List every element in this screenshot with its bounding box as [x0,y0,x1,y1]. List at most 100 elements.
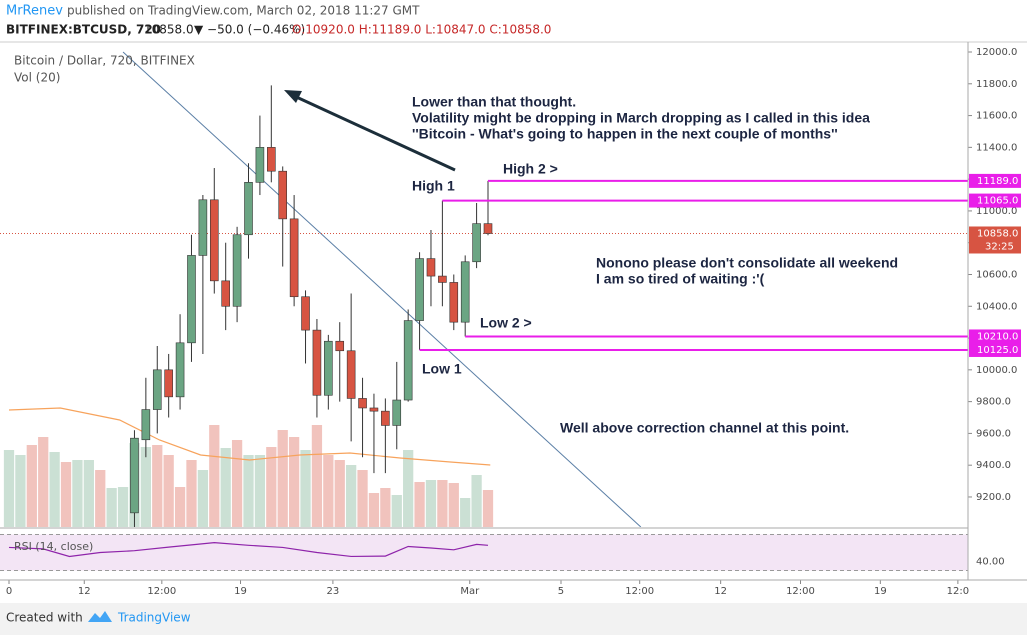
created-with: Created with [6,611,83,625]
candle-body [152,369,162,410]
volume-bar [403,450,414,527]
candle-body [175,342,185,398]
legend: Bitcoin / Dollar, 720, BITFINEX [14,54,195,68]
annotation: ''Bitcoin - What's going to happen in th… [412,126,838,142]
volume-bar [414,482,425,527]
annotation: Low 2 > [480,315,532,331]
last-label: 10858.0 [977,228,1018,239]
volume-bar [95,470,106,527]
y-tick-label: 9800.0 [976,397,1011,408]
annotation: High 1 [412,178,455,194]
volume-bar [231,440,243,527]
volume-bar [482,490,494,527]
level-label: 10125.0 [977,345,1018,356]
y-tick-label: 11400.0 [976,142,1017,153]
volume-bar [140,447,151,527]
candle-body [392,399,402,426]
candle-body [267,147,276,172]
x-tick-label: 19 [234,586,247,597]
volume-bar [368,493,380,527]
volume-bar [288,437,300,527]
volume-bar [254,455,266,527]
x-tick-label: 12:0 [947,586,969,597]
volume-bar [60,462,72,527]
last-timer: 32:25 [985,241,1014,252]
level-box [969,329,1021,344]
volume-bar [163,455,174,527]
footer [0,603,1027,635]
rsi-legend: RSI (14, close) [14,540,93,553]
candle-body [460,261,470,323]
volume-bar [38,437,49,527]
level-box [969,342,1021,357]
volume-bar [300,450,311,527]
candle-body [426,258,436,277]
volume-bar [277,430,288,527]
volume-bar [323,455,334,527]
brand[interactable]: TradingView [117,611,191,625]
candle-body [232,234,242,307]
candle-body [335,340,345,352]
arrow-head [284,90,302,103]
y-tick-label: 10600.0 [976,269,1017,280]
level-label: 11189.0 [977,176,1018,187]
x-tick-label: 0 [6,586,12,597]
candle-body [289,218,299,298]
y-tick-label: 9600.0 [976,428,1011,439]
annotation: Well above correction channel at this po… [560,420,849,436]
candle-body [449,282,459,323]
level-label: 11065.0 [977,196,1018,207]
candle-body [381,410,390,426]
x-tick-label: 23 [327,586,340,597]
y-tick-label: 10000.0 [976,365,1017,376]
logo [88,611,112,622]
symbol: BITFINEX:BTCUSD, 720 [6,23,161,37]
candle-body [483,223,493,234]
candle-body [358,398,367,409]
volume-bar [186,460,197,527]
candle-body [278,170,288,220]
x-tick-label: 12:00 [786,586,815,597]
last-box [969,226,1021,254]
ohlc: O:10920.0 H:11189.0 L:10847.0 C:10858.0 [292,23,551,37]
x-tick-label: 12:00 [147,586,176,597]
trendline [122,51,642,527]
x-tick-label: 12 [714,586,727,597]
candle-body [255,147,265,183]
volume-bar [26,445,37,527]
plot: 40.009200.09400.09600.09800.010000.01020… [0,47,1021,597]
candle-body [301,296,310,331]
y-tick-label: 11600.0 [976,111,1017,122]
rsi-band [0,534,968,571]
annotation: Nonono please don't consolidate all week… [596,255,898,271]
y-tick-label: 11000.0 [976,206,1017,217]
volume-bar [357,470,368,527]
price: 10858.0 [144,23,194,37]
rsi-tick-label: 40.00 [976,557,1005,568]
volume-bar [266,447,277,527]
y-tick-label: 9400.0 [976,460,1011,471]
volume-bar [209,425,220,527]
annotation: Low 1 [422,361,462,377]
author[interactable]: MrRenev [6,4,63,19]
candle-body [130,437,139,514]
x-tick-label: Mar [460,586,480,597]
candle-body [472,223,481,263]
annotation: Volatility might be dropping in March dr… [412,110,870,126]
volume-bar [311,425,323,527]
y-tick-label: 10400.0 [976,301,1017,312]
level-label: 10210.0 [977,331,1018,342]
volume-bar [174,487,186,527]
candle-body [244,182,253,236]
volume-bar [391,495,402,527]
y-tick-label: 11800.0 [976,79,1017,90]
candle-body [438,275,447,283]
x-tick-label: 12:00 [625,586,654,597]
volume-bar [380,488,391,527]
volume-bar [3,450,15,527]
annotation: Lower than that thought. [412,94,576,110]
x-tick-label: 12 [78,586,91,597]
volume-bar [448,483,459,527]
